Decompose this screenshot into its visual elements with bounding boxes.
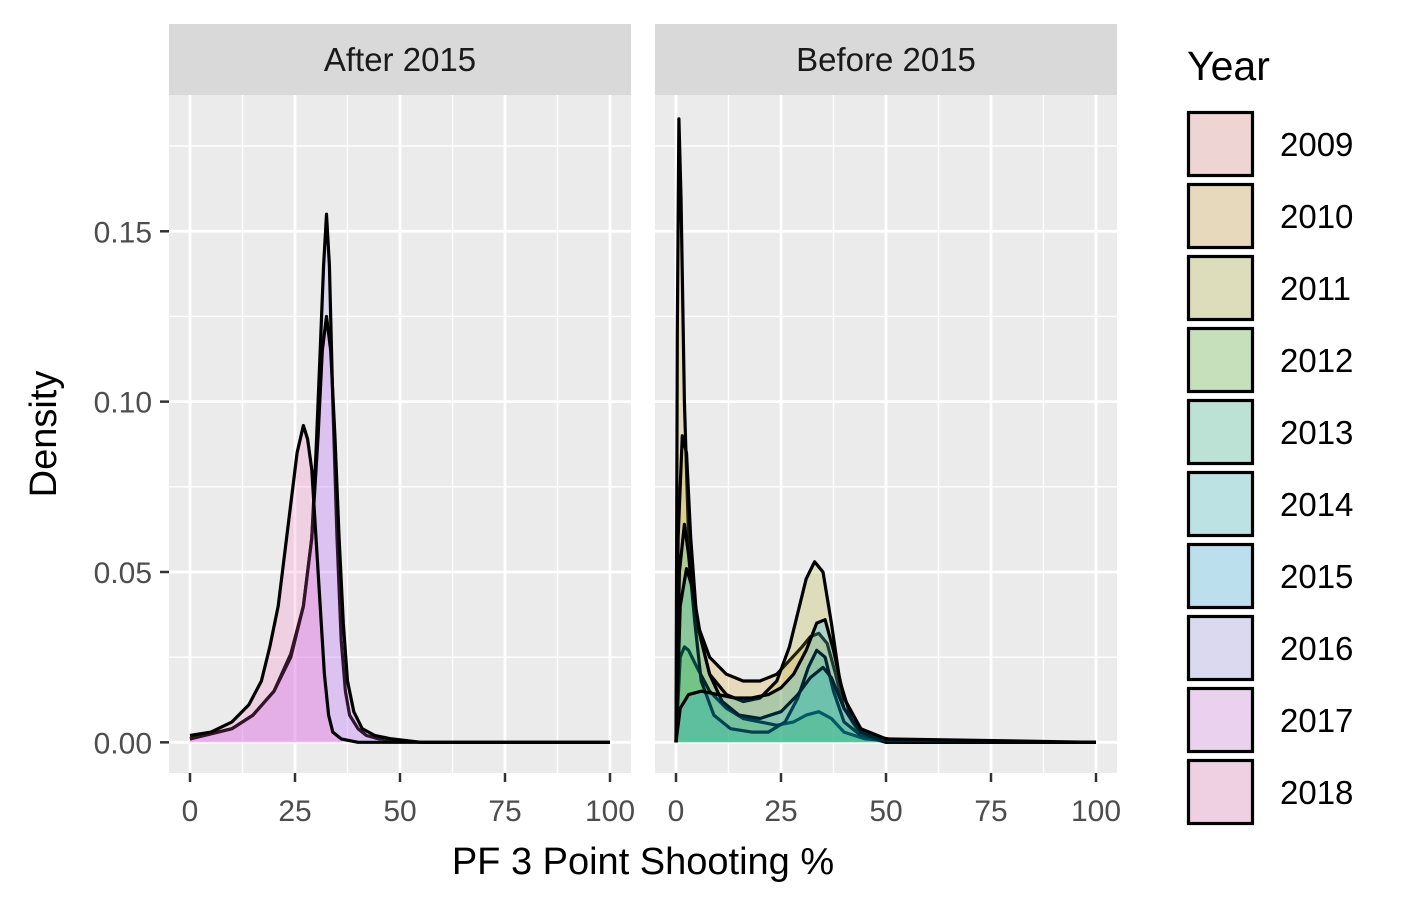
density-line-2015 <box>674 618 1097 744</box>
legend-key-bg <box>1187 255 1254 321</box>
legend-label-2018: 2018 <box>1280 774 1353 811</box>
density-line-2018 <box>189 423 610 744</box>
y-axis-title: Density <box>23 371 65 498</box>
legend-key-2009 <box>1186 110 1255 178</box>
legend-key-2014 <box>1186 470 1255 538</box>
density-fill-2010 <box>676 118 1096 743</box>
y-tick-label: 0.00 <box>94 727 152 760</box>
series-left <box>189 212 610 744</box>
x-tick-label: 0 <box>668 795 685 828</box>
legend-title: Year <box>1187 43 1270 89</box>
legend-key-bg <box>1187 327 1254 393</box>
legend-key-2018 <box>1186 758 1255 826</box>
legend-key-2016 <box>1186 614 1255 682</box>
density-fill-2012 <box>676 646 1096 743</box>
legend-label-2009: 2009 <box>1280 126 1353 163</box>
legend-label-2013: 2013 <box>1280 414 1353 451</box>
legend-key-bg <box>1187 399 1254 465</box>
legend-key-bg <box>1187 687 1254 753</box>
axes: 0 25 50 75 100 0 25 50 75 100 0.00 0.05 0.10 0.15 <box>94 216 1121 828</box>
legend-label-2016: 2016 <box>1280 630 1353 667</box>
x-tick-label: 75 <box>488 795 521 828</box>
legend-key-bg <box>1187 183 1254 249</box>
legend-label-2017: 2017 <box>1280 702 1353 739</box>
x-tick-label: 100 <box>585 795 635 828</box>
legend-key-bg <box>1187 543 1254 609</box>
legend-key-bg <box>1187 759 1254 825</box>
y-tick-label: 0.05 <box>94 557 152 590</box>
series-right <box>674 117 1097 744</box>
legend-key-bg <box>1187 615 1254 681</box>
x-tick-label: 25 <box>764 795 797 828</box>
density-line-2017 <box>189 314 610 744</box>
legend-key-2015 <box>1186 542 1255 610</box>
density-fill-2015 <box>676 619 1096 743</box>
facet-label-right: Before 2015 <box>796 41 976 78</box>
x-axis-title: PF 3 Point Shooting % <box>452 841 834 883</box>
x-tick-label: 50 <box>383 795 416 828</box>
density-line-2013 <box>674 522 1096 744</box>
legend-label-2010: 2010 <box>1280 198 1353 235</box>
legend-label-2015: 2015 <box>1280 558 1353 595</box>
legend-key-2010 <box>1186 182 1255 250</box>
x-tick-label: 75 <box>974 795 1007 828</box>
legend-label-2014: 2014 <box>1280 486 1353 523</box>
grid-left <box>169 95 631 773</box>
y-tick-label: 0.15 <box>94 216 152 249</box>
legend: 2009 2010 2011 2012 2013 2014 2015 2016 2017 2018 <box>1186 110 1353 826</box>
legend-key-bg <box>1187 111 1254 177</box>
x-tick-label: 100 <box>1071 795 1121 828</box>
legend-key-bg <box>1187 471 1254 537</box>
x-tick-label: 0 <box>182 795 199 828</box>
density-fill-2014 <box>676 568 1096 743</box>
density-fill-2018 <box>190 425 610 743</box>
x-tick-label: 50 <box>869 795 902 828</box>
legend-key-2012 <box>1186 326 1255 394</box>
y-tick-label: 0.10 <box>94 387 152 420</box>
facet-strip-left <box>169 24 631 95</box>
legend-label-2011: 2011 <box>1280 270 1351 307</box>
facet-strip-right <box>655 24 1117 95</box>
legend-label-2012: 2012 <box>1280 342 1353 379</box>
facet-label-left: After 2015 <box>324 41 476 78</box>
legend-key-2013 <box>1186 398 1255 466</box>
density-line-2012 <box>674 645 1096 744</box>
legend-key-2011 <box>1186 254 1255 322</box>
x-tick-label: 25 <box>278 795 311 828</box>
density-fill-2011 <box>676 435 1096 743</box>
legend-key-2017 <box>1186 686 1255 754</box>
density-line-2014 <box>674 567 1096 744</box>
